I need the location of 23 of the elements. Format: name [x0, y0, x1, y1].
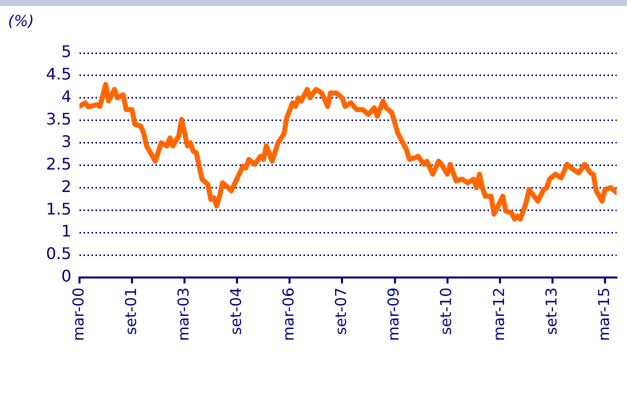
x-tick-label: mar-03 [174, 287, 192, 342]
x-tick-label: set-07 [332, 287, 350, 335]
y-tick-label: 3.5 [46, 110, 72, 129]
y-tick-label: 2 [61, 176, 72, 196]
x-tick-label: mar-00 [69, 287, 88, 342]
x-tick-label: set-04 [227, 287, 245, 335]
y-tick-label: 0.5 [46, 244, 72, 264]
y-tick-label: 4.5 [46, 64, 72, 84]
y-tick-label: 4 [61, 87, 72, 106]
y-tick-label: 2.5 [46, 154, 72, 174]
y-tick-label: 1.5 [46, 199, 72, 218]
x-tick-label: mar-09 [384, 287, 403, 342]
y-tick-label: 1 [61, 222, 72, 241]
x-tick-label: set-01 [122, 287, 140, 335]
x-tick-label: mar-06 [280, 287, 298, 342]
y-tick-label: 0 [61, 266, 72, 286]
x-tick-label: mar-15 [594, 287, 613, 342]
x-tick-label: mar-12 [490, 287, 508, 342]
y-tick-label: 5 [61, 42, 72, 62]
x-tick-label: set-13 [542, 287, 560, 335]
y-axis-title: (%) [8, 12, 34, 30]
y-tick-label: 3 [61, 132, 72, 151]
x-tick-label: set-10 [437, 287, 456, 335]
